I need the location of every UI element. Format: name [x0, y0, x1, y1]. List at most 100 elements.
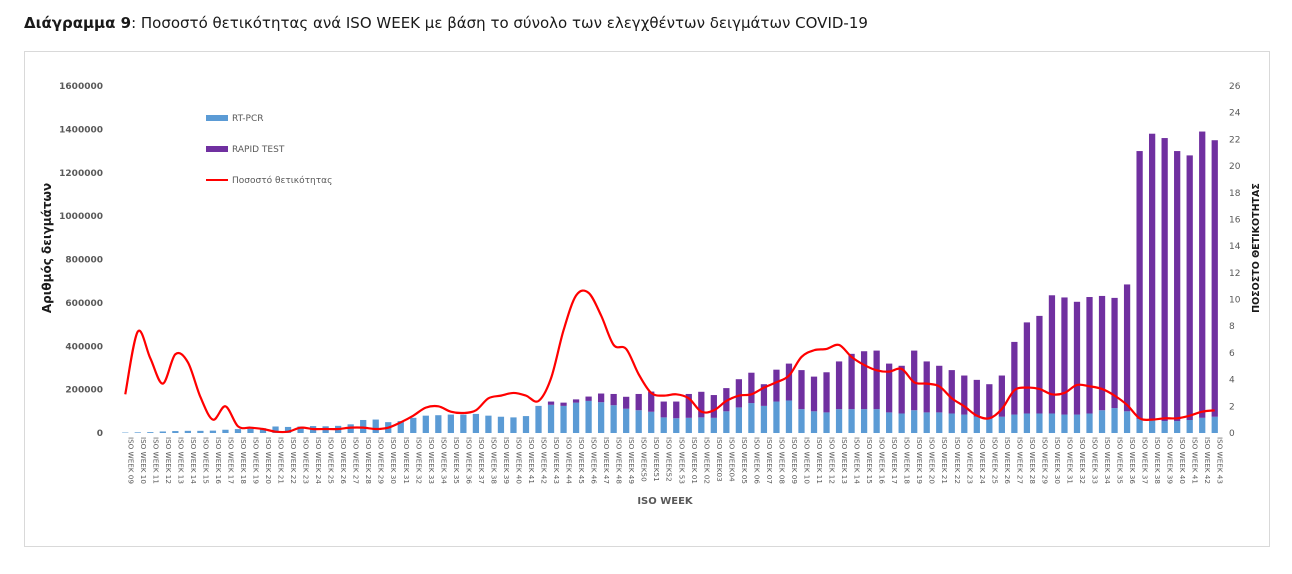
x-tick-label: ISO WEEK 29	[1040, 437, 1049, 484]
rapid-test-bar	[1086, 297, 1093, 414]
rapid-test-bar	[635, 393, 642, 411]
x-tick-label: ISO WEEK 38	[1153, 437, 1162, 484]
legend-positivity-label: Ποσοστό θετικότητας	[232, 175, 332, 186]
rtpcr-bar	[760, 405, 768, 433]
rtpcr-bar	[259, 428, 267, 433]
x-tick-label: ISO WEEK 29	[377, 437, 386, 484]
rtpcr-bar	[1073, 414, 1081, 433]
rtpcr-bar	[648, 411, 655, 433]
x-tick-label: ISO WEEK 17	[226, 437, 235, 484]
rapid-test-bar	[1161, 138, 1168, 422]
rtpcr-bar	[911, 410, 918, 433]
chart-caption: Διάγραμμα 9: Ποσοστό θετικότητας ανά ISO…	[24, 14, 868, 32]
rapid-test-bar	[547, 401, 555, 405]
x-tick-label: ISO WEEK 05	[740, 437, 749, 484]
rtpcr-bar	[197, 430, 204, 433]
x-tick-label: ISO WEEK 21	[277, 437, 286, 484]
x-tick-label: ISO WEEK 24	[978, 437, 987, 484]
x-tick-label: ISO WEEK 42	[1203, 437, 1212, 484]
rapid-test-bar	[1098, 295, 1106, 411]
x-tick-label: ISO WEEK52	[665, 437, 674, 482]
x-tick-label: ISO WEEK 39	[502, 437, 511, 484]
rtpcr-bar	[835, 409, 843, 433]
x-tick-label: ISO WEEK 31	[402, 437, 411, 484]
rapid-test-bar	[648, 391, 655, 412]
x-tick-label: ISO WEEK 32	[414, 437, 423, 484]
x-tick-label: ISO WEEK 12	[164, 437, 173, 484]
x-tick-label: ISO WEEK 25	[327, 437, 336, 484]
x-tick-label: ISO WEEK 41	[527, 437, 536, 484]
x-tick-label: ISO WEEK 16	[878, 437, 887, 484]
x-tick-label: ISO WEEK 23	[302, 437, 311, 484]
rtpcr-bar	[460, 414, 467, 433]
rapid-test-bar	[585, 396, 592, 401]
x-tick-label: ISO WEEK 07	[765, 437, 774, 484]
x-tick-label: ISO WEEK 18	[903, 437, 912, 484]
rtpcr-bar	[147, 432, 154, 433]
x-tick-label: ISO WEEK 02	[702, 437, 711, 484]
x-tick-label: ISO WEEK 40	[514, 437, 523, 484]
x-tick-label: ISO WEEK04	[727, 437, 736, 482]
rtpcr-bar	[961, 414, 968, 433]
rtpcr-bar	[372, 419, 379, 433]
x-tick-label: ISO WEEK50	[640, 437, 649, 482]
y-tick-label: 400000	[65, 342, 103, 352]
rapid-test-bar	[610, 393, 617, 406]
rtpcr-bar	[184, 430, 192, 433]
x-tick-label: ISO WEEK 44	[565, 437, 574, 484]
x-tick-label: ISO WEEK 19	[251, 437, 260, 484]
rapid-test-bar	[1136, 151, 1143, 419]
rapid-test-bar	[685, 393, 692, 418]
x-tick-label: ISO WEEK 43	[552, 437, 561, 484]
rtpcr-bar	[159, 431, 166, 433]
y2-axis-label: ΠΟΣΟΣΤΟ ΘΕΤΙΚΟΤΗΤΑΣ	[1251, 183, 1262, 313]
rtpcr-bar	[1061, 414, 1068, 433]
rapid-test-bar	[835, 361, 843, 410]
rtpcr-bar	[973, 416, 980, 433]
legend-rtpcr-label: RT-PCR	[232, 114, 263, 124]
rtpcr-bar	[447, 414, 454, 433]
x-tick-label: ISO WEEK 41	[1191, 437, 1200, 484]
y2-tick-label: 14	[1229, 242, 1241, 252]
y2-tick-label: 18	[1229, 189, 1241, 199]
y2-tick-label: 0	[1229, 429, 1235, 439]
rtpcr-bar	[1148, 419, 1156, 433]
rapid-test-bar	[760, 384, 768, 406]
rtpcr-bar	[1098, 410, 1106, 433]
x-tick-label: ISO WEEK 39	[1166, 437, 1175, 484]
rtpcr-bar	[435, 415, 442, 433]
y2-tick-label: 20	[1229, 162, 1241, 172]
x-tick-label: ISO WEEK 12	[828, 437, 837, 484]
x-tick-label: ISO WEEK 14	[853, 437, 862, 484]
x-tick-label: ISO WEEK 27	[352, 437, 361, 484]
x-tick-label: ISO WEEK 08	[777, 437, 786, 484]
x-tick-label: ISO WEEK 09	[126, 437, 135, 484]
x-tick-label: ISO WEEK 43	[1216, 437, 1225, 484]
rtpcr-bar	[723, 411, 730, 433]
rtpcr-bar	[284, 426, 292, 433]
rapid-test-bar	[986, 384, 993, 419]
rtpcr-bar	[1111, 408, 1118, 433]
rtpcr-bar	[998, 416, 1005, 433]
rapid-test-bar	[597, 393, 605, 403]
rtpcr-bar	[247, 428, 254, 433]
rtpcr-bar	[422, 415, 429, 433]
rtpcr-bar	[886, 412, 893, 433]
rtpcr-bar	[748, 403, 755, 433]
x-tick-label: ISO WEEK 17	[890, 437, 899, 484]
x-tick-label: ISO WEEK 27	[1015, 437, 1024, 484]
rapid-test-bar	[1011, 341, 1018, 415]
x-tick-label: ISO WEEK 47	[602, 437, 611, 484]
x-tick-label: ISO WEEK 11	[815, 437, 824, 484]
x-tick-label: ISO WEEK03	[715, 437, 724, 482]
rapid-test-bar	[1123, 284, 1131, 412]
x-tick-label: ISO WEEK 10	[802, 437, 811, 484]
rapid-test-bar	[936, 365, 943, 413]
rapid-test-bar	[1073, 301, 1081, 415]
rapid-test-bar	[848, 353, 855, 410]
x-tick-label: ISO WEEK 16	[214, 437, 223, 484]
rapid-test-bar	[1111, 297, 1118, 409]
x-tick-label: ISO WEEK 01	[690, 437, 699, 484]
x-tick-label: ISO WEEK 21	[940, 437, 949, 484]
x-tick-label: ISO WEEK 38	[489, 437, 498, 484]
